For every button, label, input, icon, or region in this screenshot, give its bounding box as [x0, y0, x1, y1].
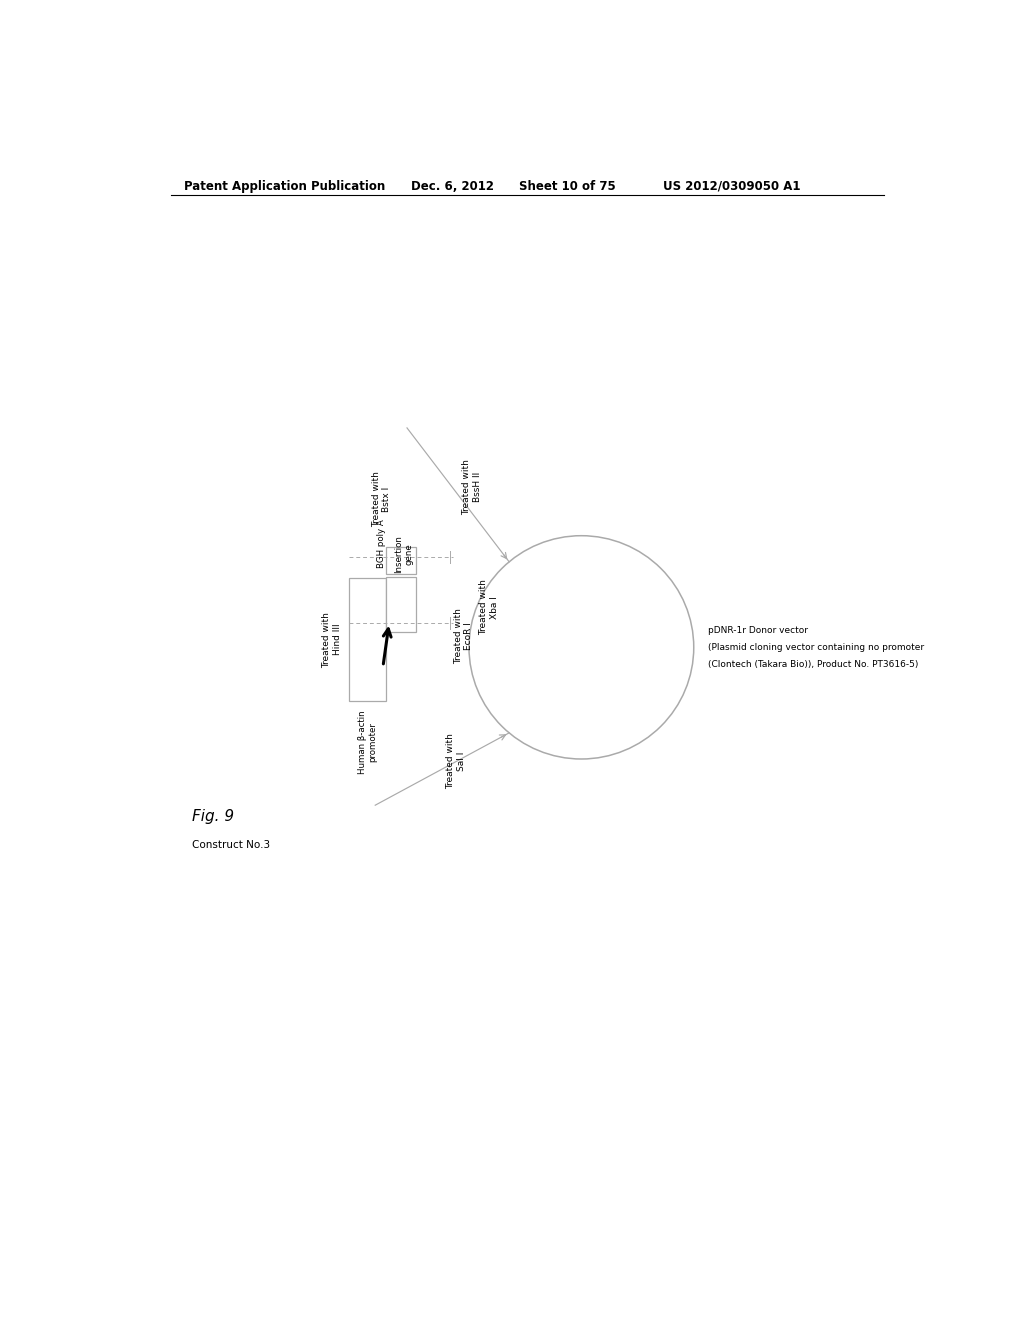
Text: Treated with
BssH II: Treated with BssH II: [462, 459, 481, 515]
Bar: [349, 578, 386, 701]
Text: Treated with
Hind III: Treated with Hind III: [323, 611, 342, 668]
Bar: [386, 548, 416, 574]
Bar: [386, 577, 416, 632]
Text: (Clontech (Takara Bio)), Product No. PT3616-5): (Clontech (Takara Bio)), Product No. PT3…: [708, 660, 919, 669]
Text: pDNR-1r Donor vector: pDNR-1r Donor vector: [708, 626, 808, 635]
Text: Sheet 10 of 75: Sheet 10 of 75: [519, 180, 616, 193]
Text: (Plasmid cloning vector containing no promoter: (Plasmid cloning vector containing no pr…: [708, 643, 924, 652]
Text: Dec. 6, 2012: Dec. 6, 2012: [411, 180, 494, 193]
Text: Insertion
gene: Insertion gene: [394, 536, 414, 573]
Text: Treated with
Bstx I: Treated with Bstx I: [372, 471, 391, 528]
Text: Patent Application Publication: Patent Application Publication: [183, 180, 385, 193]
Text: US 2012/0309050 A1: US 2012/0309050 A1: [663, 180, 800, 193]
Text: BGH poly A: BGH poly A: [377, 519, 386, 568]
Text: Construct No.3: Construct No.3: [191, 840, 269, 850]
Text: Treated with
Sal I: Treated with Sal I: [446, 734, 466, 789]
Text: Fig. 9: Fig. 9: [191, 809, 233, 825]
Text: Human β-actin
promoter: Human β-actin promoter: [357, 710, 377, 774]
Text: Treated with
EcoR I: Treated with EcoR I: [454, 609, 473, 664]
Text: Treated with
Xba I: Treated with Xba I: [479, 579, 499, 635]
